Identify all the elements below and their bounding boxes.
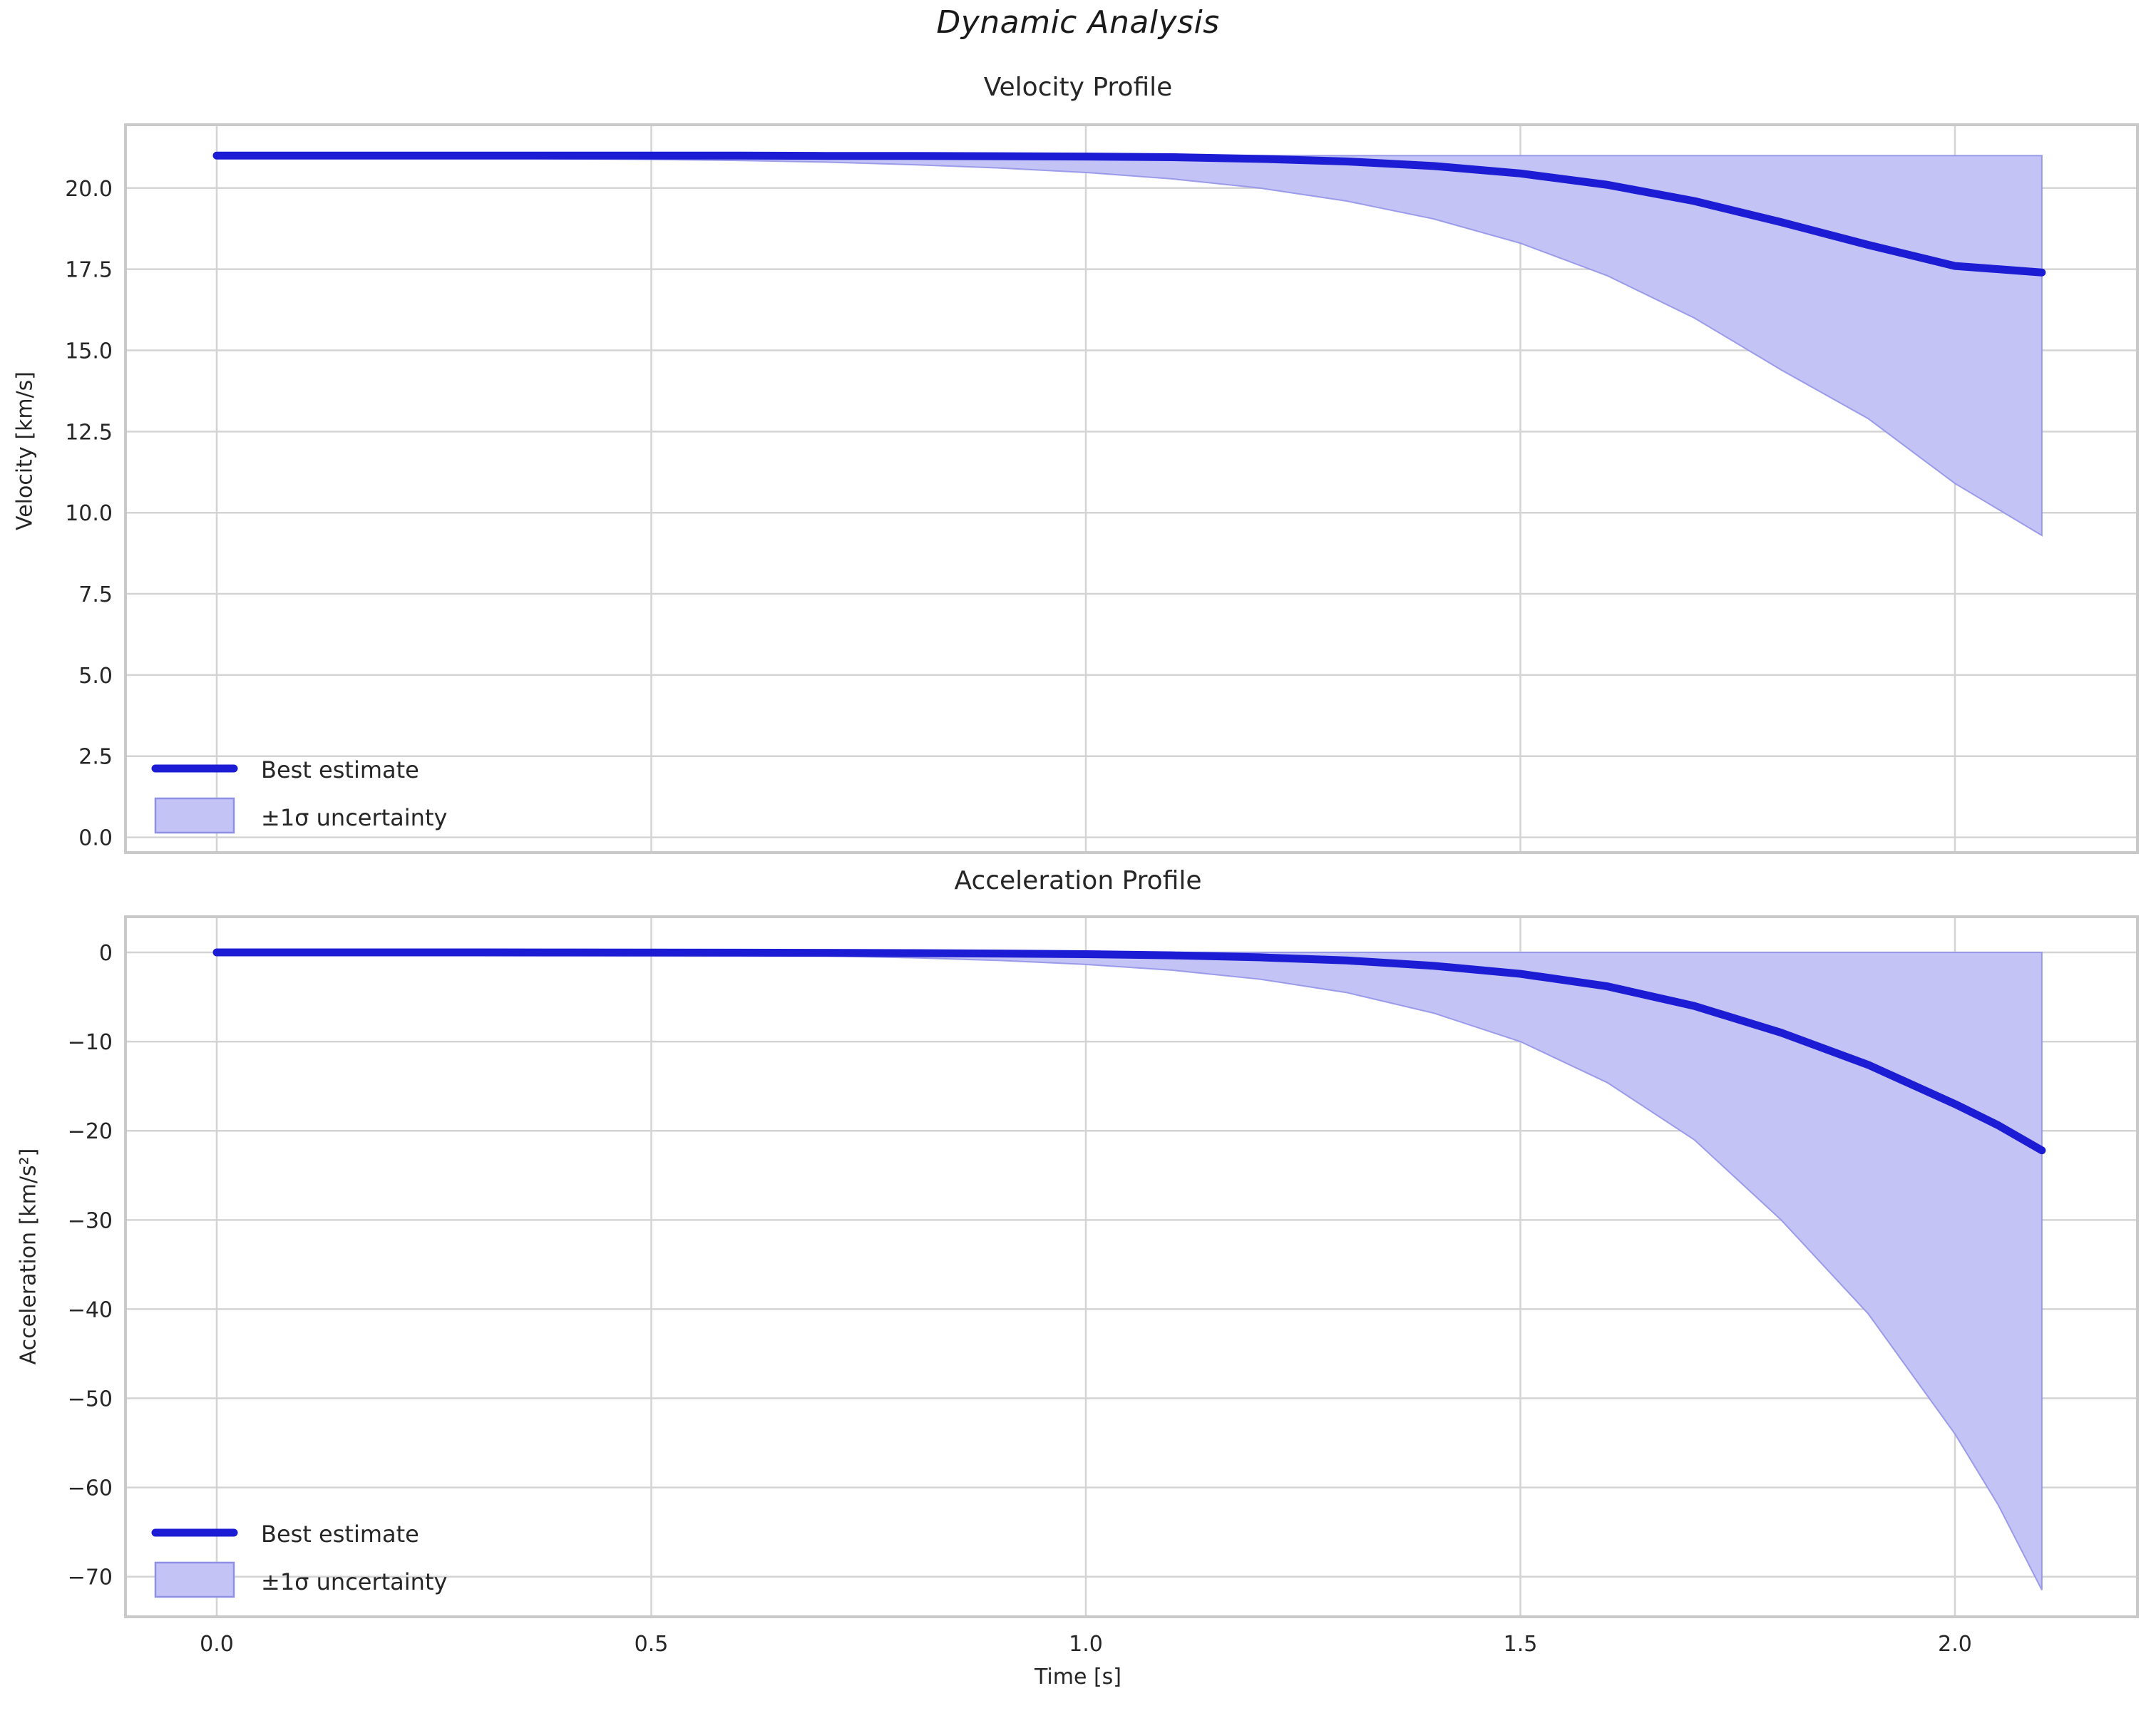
velocity-y-tick-label: 20.0	[65, 177, 113, 202]
velocity-y-tick-label: 15.0	[65, 339, 113, 364]
acceleration-y-tick-label: −60	[68, 1476, 113, 1501]
acceleration-y-tick-label: −10	[68, 1030, 113, 1055]
x-tick-label: 0.0	[200, 1632, 234, 1657]
acceleration-y-tick-label: −40	[68, 1297, 113, 1322]
x-tick-label: 1.0	[1069, 1632, 1103, 1657]
velocity-uncertainty-band	[215, 155, 2043, 537]
velocity-legend-line-label: Best estimate	[261, 756, 419, 783]
x-tick-label: 1.5	[1504, 1632, 1538, 1657]
velocity-y-tick-label: 12.5	[65, 420, 113, 445]
acceleration-legend-line-label: Best estimate	[261, 1521, 419, 1548]
acceleration-axes: 0 −10 −20 −30 −40 −50 −60 −70 Best estimate ±1σ u…	[68, 915, 2139, 1618]
acceleration-y-tick-label: −20	[68, 1119, 113, 1144]
velocity-plot-frame	[124, 123, 2139, 854]
x-tick-label: 0.5	[635, 1632, 669, 1657]
acceleration-uncertainty-band	[215, 952, 2043, 1590]
acceleration-best-estimate-line	[212, 948, 2046, 1155]
velocity-y-tick-label: 17.5	[65, 258, 113, 283]
velocity-subplot-title: Velocity Profile	[983, 73, 1173, 102]
velocity-y-tick-label: 10.0	[65, 501, 113, 526]
velocity-legend: Best estimate ±1σ uncertainty	[151, 756, 447, 834]
acceleration-y-tick-label: −50	[68, 1387, 113, 1412]
acceleration-y-tick-label: 0	[99, 941, 113, 966]
x-axis-label: Time [s]	[1035, 1665, 1121, 1690]
velocity-y-tick-label: 7.5	[78, 582, 113, 607]
velocity-axes: 0.0 2.5 5.0 7.5 10.0 12.5 15.0 17.5 20.0 Best est…	[65, 123, 2139, 854]
figure-suptitle: Dynamic Analysis	[936, 4, 1220, 41]
velocity-legend-band-label: ±1σ uncertainty	[261, 804, 447, 831]
velocity-y-tick-label: 5.0	[78, 664, 113, 689]
velocity-y-tick-label: 0.0	[78, 826, 113, 851]
acceleration-plot-frame	[124, 915, 2139, 1618]
velocity-best-estimate-line	[212, 151, 2046, 277]
acceleration-subplot-title: Acceleration Profile	[954, 866, 1202, 895]
acceleration-legend: Best estimate ±1σ uncertainty	[151, 1521, 447, 1598]
acceleration-y-tick-label: −30	[68, 1208, 113, 1233]
velocity-legend-band-swatch	[154, 797, 235, 834]
acceleration-legend-band-label: ±1σ uncertainty	[261, 1568, 447, 1595]
acceleration-legend-band-swatch	[154, 1561, 235, 1598]
velocity-y-tick-label: 2.5	[78, 745, 113, 770]
x-tick-label: 2.0	[1938, 1632, 1972, 1657]
acceleration-y-tick-label: −70	[68, 1565, 113, 1590]
